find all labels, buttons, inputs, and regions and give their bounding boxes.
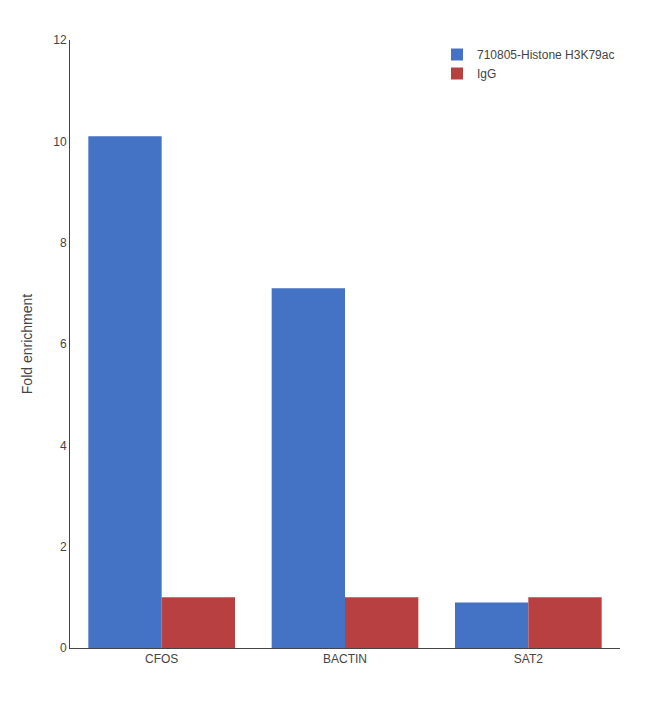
svg-text:6: 6 xyxy=(60,337,67,351)
svg-text:0: 0 xyxy=(60,641,67,655)
svg-text:2: 2 xyxy=(60,540,67,554)
svg-text:Fold enrichment: Fold enrichment xyxy=(19,294,35,394)
svg-text:4: 4 xyxy=(60,439,67,453)
svg-text:8: 8 xyxy=(60,236,67,250)
svg-text:CFOS: CFOS xyxy=(145,652,178,666)
svg-text:12: 12 xyxy=(53,33,67,47)
svg-text:710805-Histone H3K79ac: 710805-Histone H3K79ac xyxy=(477,48,614,62)
svg-text:SAT2: SAT2 xyxy=(514,652,543,666)
svg-text:BACTIN: BACTIN xyxy=(323,652,367,666)
svg-text:IgG: IgG xyxy=(477,67,496,81)
svg-text:10: 10 xyxy=(53,135,67,149)
